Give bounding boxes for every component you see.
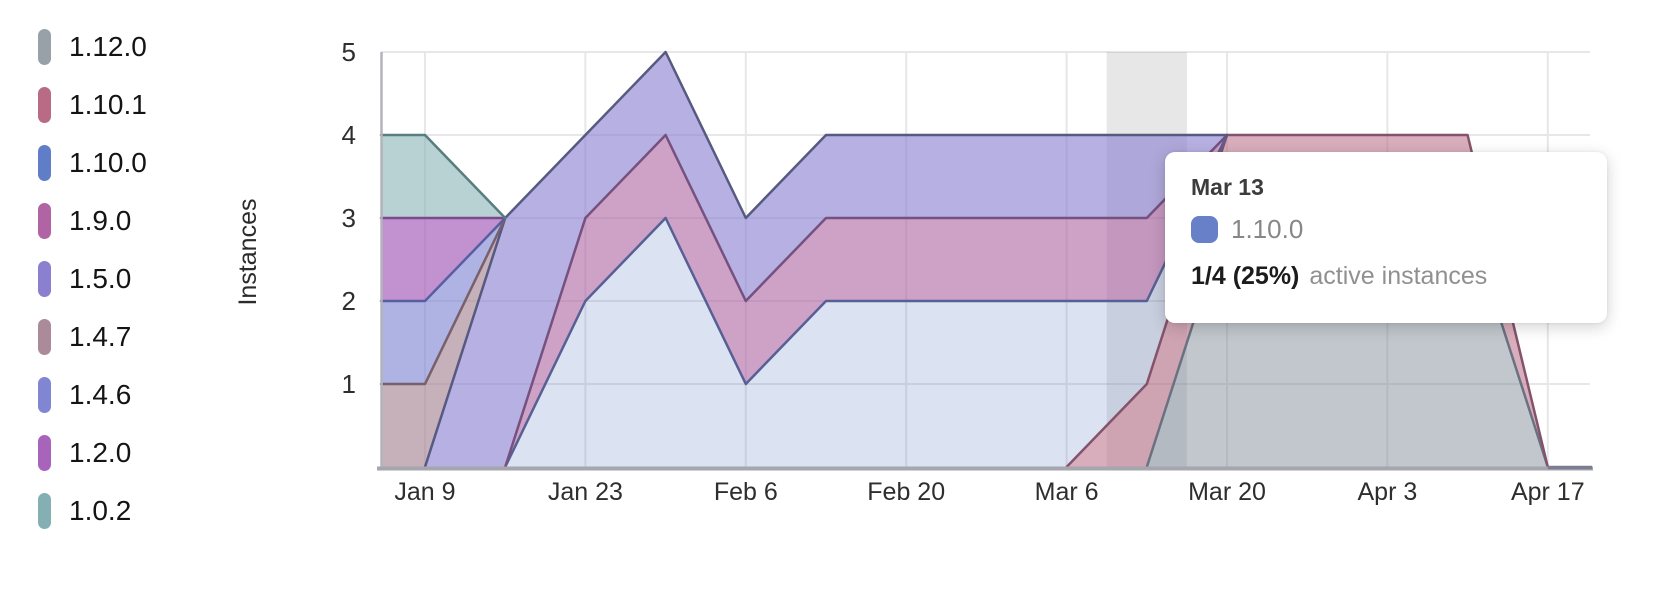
legend-label: 1.5.0 bbox=[69, 263, 132, 294]
legend-label: 1.4.6 bbox=[69, 379, 132, 410]
legend-item-1.4.7[interactable]: 1.4.7 bbox=[38, 318, 131, 356]
legend-swatch-1.5.0 bbox=[38, 261, 51, 297]
x-tick-label-Apr 17: Apr 17 bbox=[1510, 478, 1585, 506]
tooltip-value: 1/4 (25%) bbox=[1191, 262, 1300, 290]
tooltip-value-suffix: active instances bbox=[1309, 262, 1488, 290]
legend-label: 1.2.0 bbox=[69, 437, 132, 468]
legend-item-1.10.1[interactable]: 1.10.1 bbox=[38, 86, 147, 124]
x-tick-label-Jan 23: Jan 23 bbox=[547, 478, 623, 506]
line-1.0.2 bbox=[379, 133, 507, 220]
legend-label: 1.12.0 bbox=[69, 31, 147, 62]
legend-item-1.4.6[interactable]: 1.4.6 bbox=[38, 376, 131, 414]
tooltip-series-swatch bbox=[1191, 216, 1218, 243]
legend-swatch-1.10.0 bbox=[38, 145, 51, 181]
x-tick-label-Mar 6: Mar 6 bbox=[1034, 478, 1099, 506]
y-tick-label-5: 5 bbox=[341, 37, 356, 67]
line-1.4.6 bbox=[379, 216, 507, 303]
legend-item-1.10.0[interactable]: 1.10.0 bbox=[38, 144, 147, 182]
line-1.9.0 bbox=[503, 133, 1229, 469]
line-1.4.7 bbox=[379, 216, 507, 386]
legend-swatch-1.0.2 bbox=[38, 493, 51, 529]
line-1.10.1 bbox=[1065, 133, 1550, 469]
legend-label: 1.10.1 bbox=[69, 89, 147, 120]
legend-item-1.12.0[interactable]: 1.12.0 bbox=[38, 28, 147, 66]
x-tick-label-Feb 6: Feb 6 bbox=[713, 478, 778, 506]
x-tick-label-Jan 9: Jan 9 bbox=[394, 478, 456, 506]
legend-swatch-1.12.0 bbox=[38, 29, 51, 65]
legend-swatch-1.4.6 bbox=[38, 377, 51, 413]
legend-label: 1.4.7 bbox=[69, 321, 132, 352]
y-tick-label-4: 4 bbox=[341, 120, 356, 150]
legend-item-1.0.2[interactable]: 1.0.2 bbox=[38, 492, 131, 530]
line-1.10.0 bbox=[503, 133, 1229, 469]
legend-swatch-1.4.7 bbox=[38, 319, 51, 355]
tooltip-value-row: 1/4 (25%) active instances bbox=[1191, 262, 1581, 291]
x-tick-label-Feb 20: Feb 20 bbox=[867, 478, 946, 506]
tooltip-series-row: 1.10.0 bbox=[1191, 214, 1581, 245]
legend-label: 1.9.0 bbox=[69, 205, 132, 236]
legend-item-1.9.0[interactable]: 1.9.0 bbox=[38, 202, 131, 240]
legend-item-1.2.0[interactable]: 1.2.0 bbox=[38, 434, 131, 472]
legend-swatch-1.2.0 bbox=[38, 435, 51, 471]
tooltip-series-name: 1.10.0 bbox=[1231, 214, 1304, 244]
chart-tooltip: Mar 13 1.10.0 1/4 (25%) active instances bbox=[1165, 152, 1607, 323]
legend-item-1.5.0[interactable]: 1.5.0 bbox=[38, 260, 131, 298]
legend-label: 1.10.0 bbox=[69, 147, 147, 178]
legend-swatch-1.9.0 bbox=[38, 203, 51, 239]
x-tick-label-Mar 20: Mar 20 bbox=[1188, 478, 1266, 506]
x-tick-label-Apr 3: Apr 3 bbox=[1357, 478, 1418, 506]
tooltip-date: Mar 13 bbox=[1191, 174, 1264, 200]
y-tick-label-3: 3 bbox=[341, 203, 356, 233]
y-tick-label-1: 1 bbox=[341, 369, 356, 399]
legend-swatch-1.10.1 bbox=[38, 87, 51, 123]
legend-label: 1.0.2 bbox=[69, 495, 132, 526]
line-1.5.0 bbox=[423, 50, 1229, 469]
chart-legend: 1.12.0 1.10.1 1.10.0 1.9.0 1.5.0 1.4.7 1.4.6 1.… bbox=[0, 0, 300, 592]
y-tick-label-2: 2 bbox=[341, 286, 356, 316]
